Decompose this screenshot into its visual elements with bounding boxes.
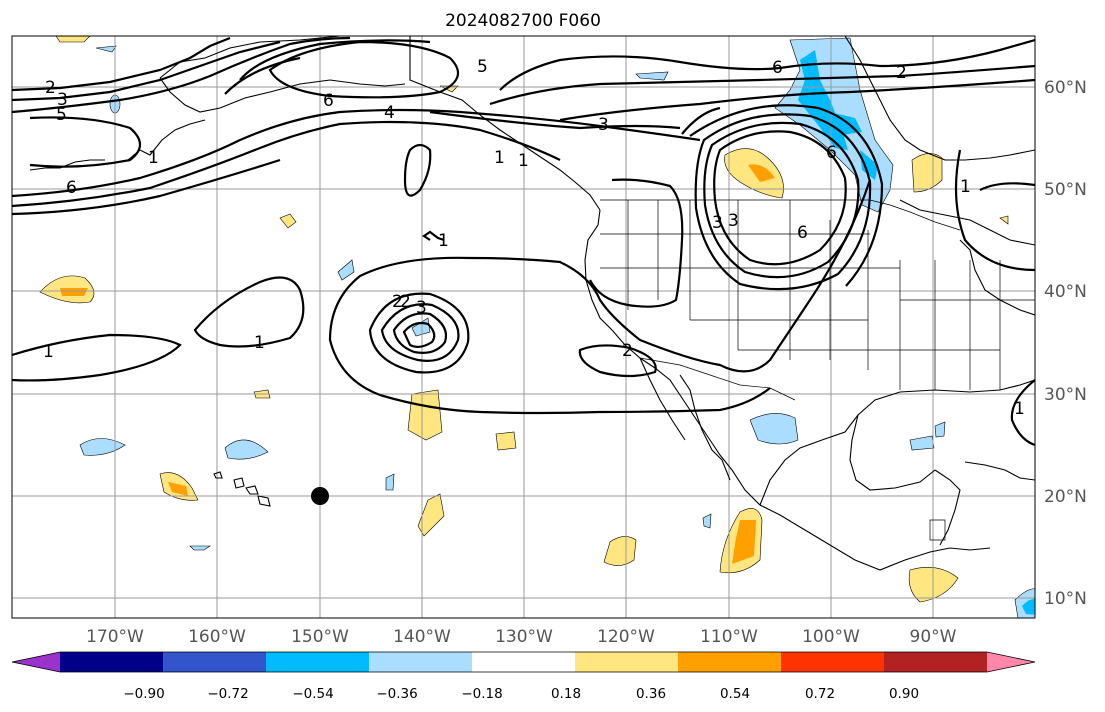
colorbar-segment <box>369 652 473 672</box>
colorbar-tick-label: 0.18 <box>551 686 581 702</box>
contour-label: 3 <box>57 90 68 110</box>
colorbar-segment <box>781 652 885 672</box>
contour-label: 1 <box>148 148 159 168</box>
contour-label: 6 <box>826 143 837 163</box>
colorbar-segment <box>987 652 1035 672</box>
lon-label: 170°W <box>86 627 144 647</box>
contour-label: 6 <box>772 58 783 78</box>
contour-label: 6 <box>797 223 808 243</box>
lon-label: 130°W <box>495 627 553 647</box>
lon-label: 100°W <box>802 627 860 647</box>
contour-label: 1 <box>43 342 54 362</box>
contour-label: 1 <box>438 231 449 251</box>
lon-label: 150°W <box>291 627 349 647</box>
lat-label: 10°N <box>1044 589 1087 609</box>
colorbar <box>11 651 1036 673</box>
contour-label: 1 <box>494 148 505 168</box>
colorbar-segment <box>472 652 576 672</box>
lat-label: 30°N <box>1044 385 1087 405</box>
colorbar-segment <box>266 652 370 672</box>
colorbar-tick-label: −0.36 <box>376 686 417 702</box>
contour-lines <box>12 36 1035 447</box>
map-border <box>11 35 1036 619</box>
contour-label: 2 <box>392 292 403 312</box>
contour-label: 1 <box>254 333 265 353</box>
lat-label: 60°N <box>1044 78 1087 98</box>
colorbar-tick-label: −0.72 <box>207 686 248 702</box>
longitude-labels: 170°W 160°W 150°W 140°W 130°W 120°W 110°… <box>86 627 957 647</box>
lon-label: 160°W <box>188 627 246 647</box>
location-marker <box>311 487 329 505</box>
colorbar-tick-label: −0.90 <box>123 686 164 702</box>
contour-label: 6 <box>66 178 77 198</box>
lat-label: 40°N <box>1044 282 1087 302</box>
contour-label: 2 <box>400 292 411 312</box>
lon-label: 120°W <box>597 627 655 647</box>
contour-label: 6 <box>323 91 334 111</box>
lon-label: 140°W <box>393 627 451 647</box>
lat-label: 50°N <box>1044 180 1087 200</box>
colorbar-segment <box>678 652 782 672</box>
contour-label: 4 <box>384 103 395 123</box>
colorbar-ticks: −0.90 −0.72 −0.54 −0.36 −0.18 0.18 0.36 … <box>123 686 919 702</box>
contour-label: 2 <box>622 341 633 361</box>
map-title: 2024082700 F060 <box>445 11 601 31</box>
contour-label: 5 <box>477 57 488 77</box>
contour-label: 3 <box>416 298 427 318</box>
contour-label: 3 <box>728 211 739 231</box>
colorbar-tick-label: 0.54 <box>720 686 750 702</box>
colorbar-tick-label: 0.36 <box>636 686 666 702</box>
contour-label: 5 <box>56 105 67 125</box>
colorbar-segment <box>575 652 679 672</box>
contour-label: 1 <box>518 151 529 171</box>
colorbar-tick-label: −0.54 <box>292 686 333 702</box>
contour-label: 2 <box>896 63 907 83</box>
political-borders <box>600 199 1035 541</box>
latitude-labels: 60°N 50°N 40°N 30°N 20°N 10°N <box>1044 78 1087 609</box>
lat-label: 20°N <box>1044 487 1087 507</box>
colorbar-segment <box>163 652 267 672</box>
colorbar-segment <box>884 652 988 672</box>
contour-labels: 2 3 5 6 1 2 4 5 6 1 3 6 2 1 3 3 6 6 1 2 … <box>43 57 1025 419</box>
contour-label: 1 <box>960 177 971 197</box>
colorbar-tick-label: 0.72 <box>805 686 835 702</box>
colorbar-tick-label: −0.18 <box>461 686 502 702</box>
contour-label: 3 <box>598 115 609 135</box>
contour-label: 1 <box>1014 399 1025 419</box>
contour-label: 3 <box>712 213 723 233</box>
colorbar-tick-label: 0.90 <box>889 686 919 702</box>
colorbar-segment <box>60 652 164 672</box>
colorbar-outline <box>11 651 1036 673</box>
lon-label: 110°W <box>700 627 758 647</box>
colorbar-segment <box>12 652 60 672</box>
contour-label: 2 <box>45 78 56 98</box>
lon-label: 90°W <box>910 627 957 647</box>
anomaly-shading <box>39 36 1035 618</box>
